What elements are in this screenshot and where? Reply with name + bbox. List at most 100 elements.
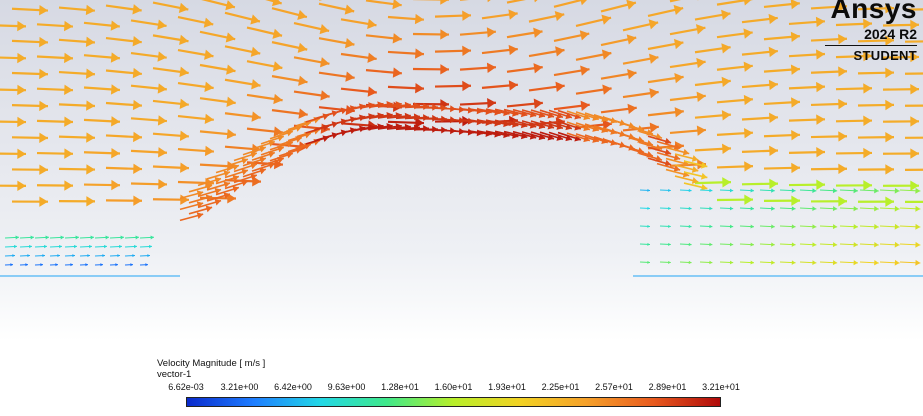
velocity-vector-head (132, 36, 142, 47)
velocity-vector-head (812, 260, 817, 265)
legend-tick-label: 2.25e+01 (541, 382, 580, 392)
velocity-vector-head (25, 263, 28, 267)
velocity-vector-head (863, 115, 872, 126)
velocity-vector-head (86, 196, 95, 207)
velocity-vector-head (853, 206, 858, 212)
velocity-vector-head (729, 260, 734, 265)
velocity-vector-head (158, 147, 167, 158)
velocity-vector-head (440, 29, 449, 40)
velocity-vector-head (894, 205, 900, 212)
velocity-vector-head (367, 86, 377, 97)
velocity-vector-head (790, 31, 800, 43)
velocity-vector-head (768, 46, 778, 58)
velocity-vector-head (40, 263, 43, 267)
legend-tick-label: 3.21e+00 (220, 382, 259, 392)
velocity-vector (716, 0, 753, 6)
velocity-vector-head (252, 176, 261, 187)
velocity-vector-head (910, 51, 919, 63)
velocity-vector-head (214, 187, 222, 195)
velocity-vector-head (838, 163, 847, 175)
velocity-vector-head (832, 206, 838, 212)
velocity-vector-head (27, 254, 30, 258)
velocity-vector-head (768, 79, 778, 91)
velocity-vector-head (894, 241, 900, 248)
velocity-vector-head (74, 244, 77, 249)
velocity-vector-head (673, 154, 681, 161)
velocity-vector-head (709, 224, 713, 229)
velocity-vector-head (649, 88, 659, 99)
velocity-vector-head (319, 57, 330, 68)
velocity-vector-head (273, 93, 283, 105)
velocity-vector-head (915, 241, 921, 248)
velocity-vector-head (554, 10, 565, 22)
velocity-vector-head (729, 206, 734, 211)
velocity-vector-head (915, 259, 921, 266)
velocity-vector-head (250, 173, 257, 181)
velocity-vector-head (64, 84, 73, 96)
velocity-vector-head (486, 62, 496, 73)
velocity-vector-head (42, 254, 45, 258)
velocity-vector-head (627, 69, 637, 80)
velocity-vector-head (39, 164, 48, 175)
velocity-vector-head (250, 46, 261, 57)
velocity-vector-head (838, 66, 847, 77)
velocity-vector-head (104, 244, 107, 249)
velocity-vector-head (688, 188, 692, 193)
velocity-vector-head (268, 151, 275, 158)
velocity-vector-head (695, 24, 706, 35)
brand-version: 2024 R2 (864, 26, 917, 42)
velocity-vector-head (204, 113, 214, 125)
velocity-vector-head (250, 162, 257, 170)
velocity-vector-head (863, 50, 872, 62)
velocity-vector-head (709, 260, 713, 265)
velocity-vector-head (367, 18, 377, 29)
velocity-vector-head (750, 224, 754, 229)
color-legend: Velocity Magnitude [ m/s ] vector-1 6.62… (157, 358, 757, 407)
velocity-vector-head (179, 98, 189, 109)
velocity-vector-head (894, 223, 900, 230)
velocity-vector-head (647, 188, 650, 192)
velocity-vector-head (668, 242, 671, 246)
velocity-vector-head (17, 148, 26, 160)
velocity-vector-head (771, 188, 775, 193)
velocity-vector-head (232, 185, 239, 193)
velocity-vector-head (272, 61, 283, 72)
velocity-vector-head (157, 19, 167, 30)
velocity-vector-head (696, 91, 706, 103)
velocity-vector-head (132, 4, 142, 15)
velocity-vector-head (12, 254, 15, 258)
velocity-vector-head (133, 131, 142, 143)
velocity-vector-head (423, 114, 429, 122)
velocity-vector-head (226, 64, 236, 75)
velocity-vector-head (59, 244, 62, 249)
velocity-vector-head (135, 235, 139, 240)
velocity-vector-head (853, 188, 858, 194)
velocity-vector-head (110, 84, 120, 95)
velocity-vector-head (86, 68, 95, 79)
velocity-vector-head (259, 167, 266, 175)
legend-tick-label: 2.57e+01 (595, 382, 633, 392)
velocity-vector-head (85, 4, 95, 16)
velocity-vector-head (345, 71, 355, 82)
velocity-vector-head (874, 224, 879, 230)
velocity-vector-head (649, 122, 659, 133)
velocity-vector-head (722, 143, 731, 155)
velocity-vector-head (29, 244, 32, 249)
velocity-vector-head (196, 212, 204, 219)
velocity-vector-head (838, 98, 847, 110)
velocity-vector-head (251, 111, 261, 122)
velocity-vector-head (885, 3, 894, 14)
velocity-vector-head (534, 0, 538, 3)
velocity-vector-head (579, 30, 590, 41)
brand-edition: STUDENT (853, 48, 917, 63)
velocity-vector (506, 0, 526, 4)
velocity-vector-head (771, 206, 775, 211)
velocity-vector-head (648, 19, 659, 30)
velocity-vector-head (423, 125, 429, 133)
velocity-vector-head (204, 81, 214, 92)
velocity-vector-head (250, 151, 257, 159)
velocity-vector-head (533, 63, 543, 74)
velocity-vector-head (45, 235, 49, 240)
velocity-vector-head (688, 224, 692, 229)
